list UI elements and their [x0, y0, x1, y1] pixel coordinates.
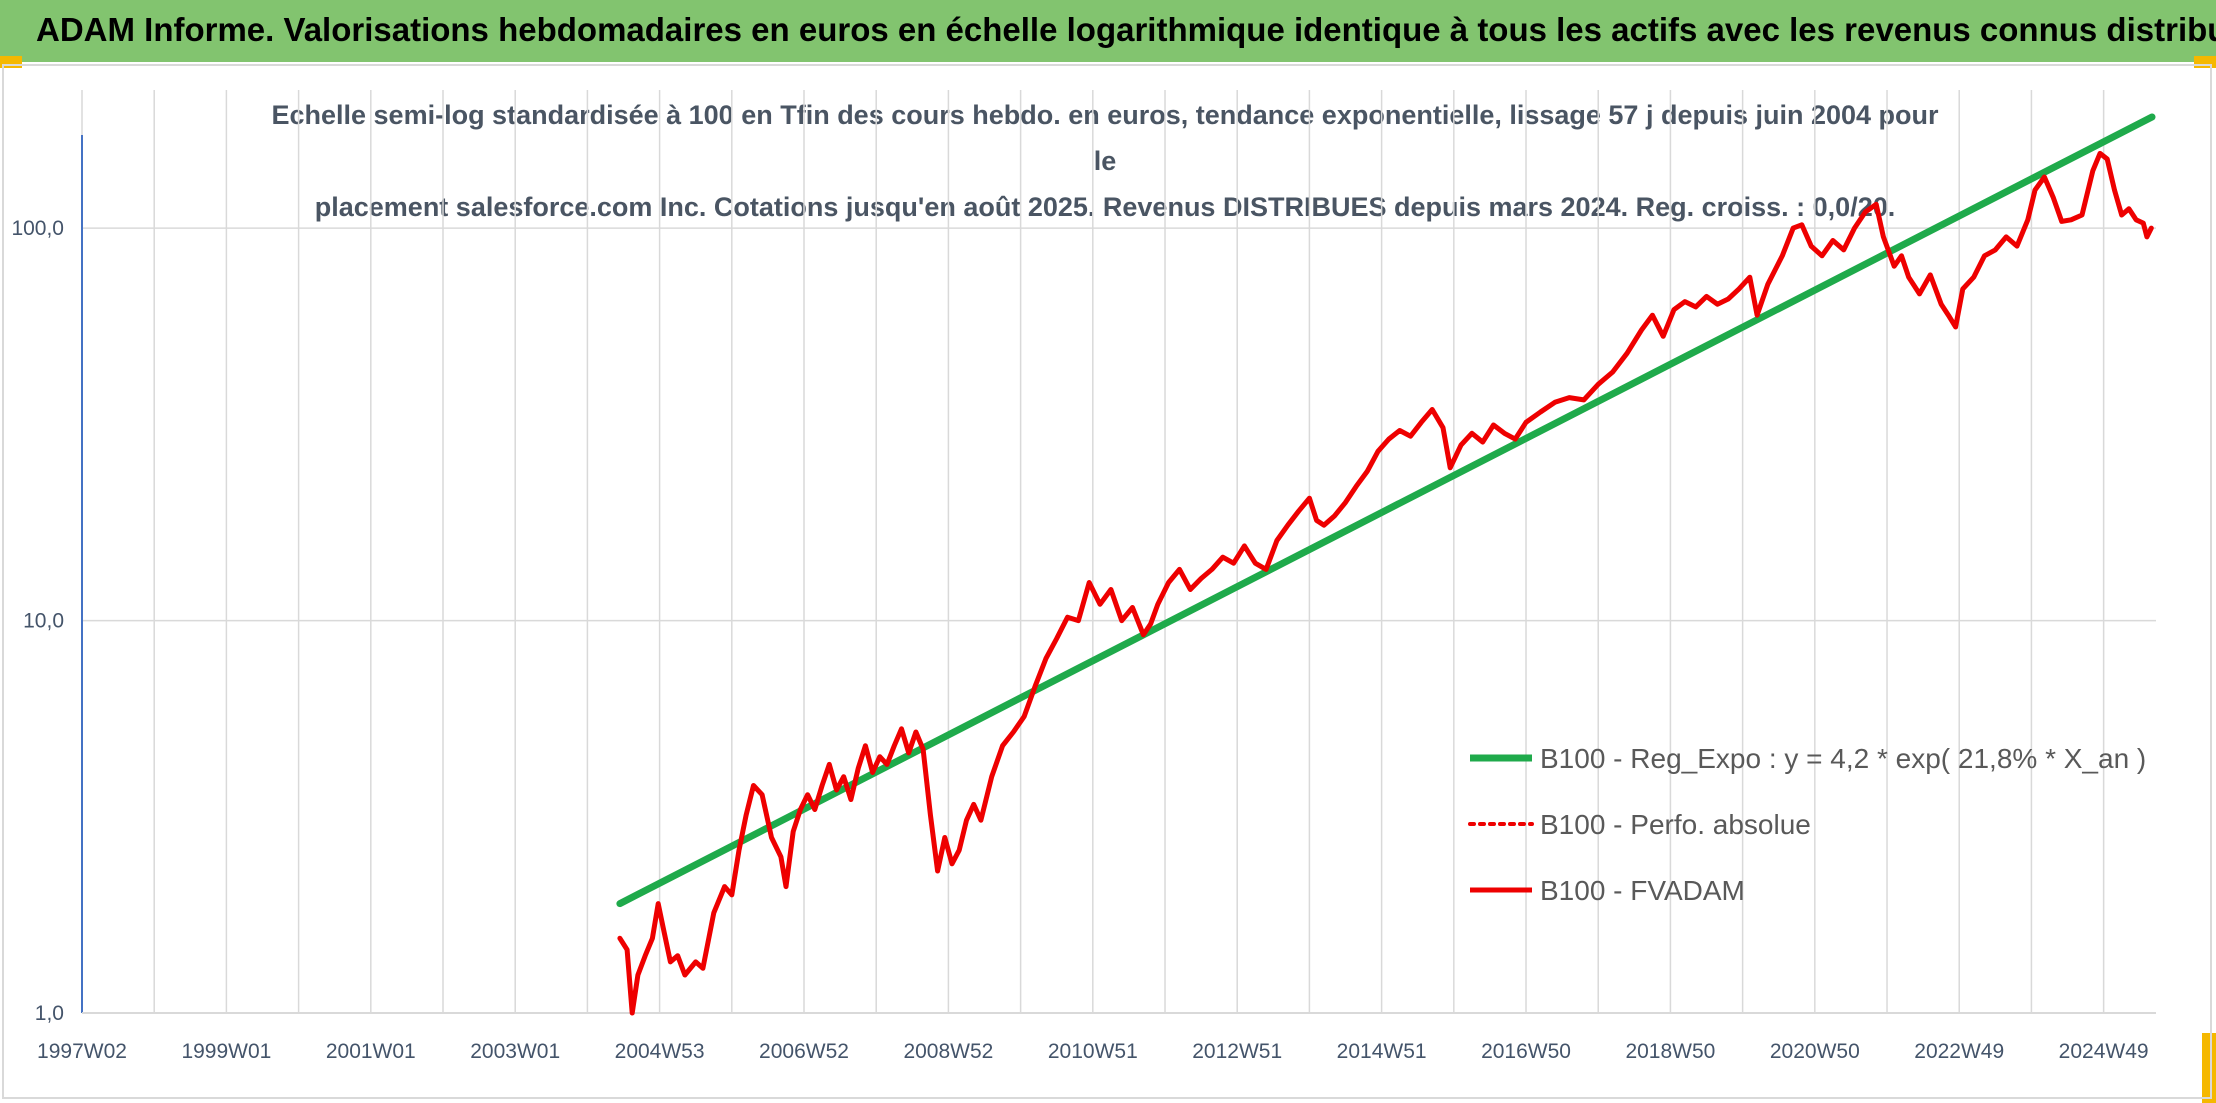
series — [616, 113, 2156, 1016]
legend: B100 - Reg_Expo : y = 4,2 * exp( 21,8% *… — [1468, 743, 2146, 906]
x-tick-label: 2010W51 — [1048, 1040, 1138, 1063]
axes: 1,0 10,0 100,0 1997W02 1999W01 2001W01 2003W01… — [11, 135, 2156, 1063]
y-tick-label: 1,0 — [35, 1002, 64, 1025]
legend-label: B100 - Perfo. absolue — [1540, 809, 1811, 840]
x-tick-label: 2012W51 — [1192, 1040, 1282, 1063]
x-tick-label: 2003W01 — [470, 1040, 560, 1063]
x-tick-label: 2001W01 — [326, 1040, 416, 1063]
x-tick-label: 2008W52 — [903, 1040, 993, 1063]
chart-frame — [2, 64, 2212, 1099]
grid — [81, 90, 2156, 1014]
y-tick-label: 100,0 — [11, 217, 64, 240]
regression-line — [616, 113, 2156, 908]
x-tick-label: 2006W52 — [759, 1040, 849, 1063]
x-tick-label: 2024W49 — [2059, 1040, 2149, 1063]
fvadam-line — [617, 150, 2154, 1016]
chart-title: Echelle semi-log standardisée à 100 en T… — [260, 92, 1950, 230]
chart-title-line-1: Echelle semi-log standardisée à 100 en T… — [271, 100, 1939, 176]
x-tick-label: 2004W53 — [615, 1040, 705, 1063]
corner-marker-bottom-right — [2202, 1033, 2216, 1103]
x-tick-label: 2014W51 — [1337, 1040, 1427, 1063]
x-tick-label: 1999W01 — [181, 1040, 271, 1063]
x-tick-label: 1997W02 — [37, 1040, 127, 1063]
x-tick-label: 2020W50 — [1770, 1040, 1860, 1063]
header-banner: ADAM Informe. Valorisations hebdomadaire… — [0, 0, 2216, 62]
page-title: ADAM Informe. Valorisations hebdomadaire… — [36, 11, 2216, 48]
x-tick-label: 2016W50 — [1481, 1040, 1571, 1063]
legend-label: B100 - Reg_Expo : y = 4,2 * exp( 21,8% *… — [1540, 743, 2146, 774]
x-tick-label: 2018W50 — [1625, 1040, 1715, 1063]
chart-title-line-2: placement salesforce.com Inc. Cotations … — [314, 192, 1896, 222]
legend-label: B100 - FVADAM — [1540, 875, 1745, 906]
x-tick-label: 2022W49 — [1914, 1040, 2004, 1063]
y-tick-label: 10,0 — [23, 610, 64, 633]
